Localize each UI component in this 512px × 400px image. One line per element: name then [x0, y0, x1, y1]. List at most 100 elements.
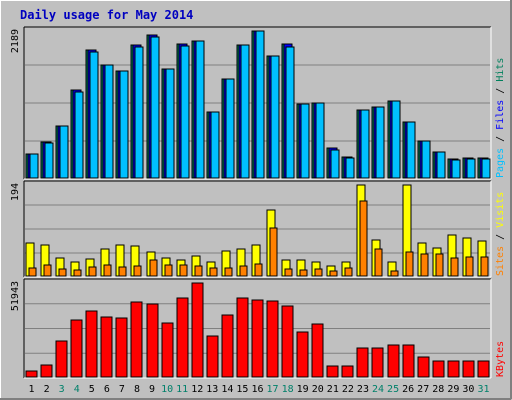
- bar-kbytes-day-24: [371, 347, 384, 378]
- bar-kbytes-day-10: [161, 322, 174, 378]
- chart-title: Daily usage for May 2014: [20, 8, 193, 22]
- panel-1-legend: Sites / Visits: [495, 192, 506, 276]
- bar-kbytes-day-20: [311, 323, 324, 378]
- bar-sites-day-19: [299, 269, 308, 277]
- bar-kbytes-day-16: [251, 299, 264, 378]
- legend-item: /: [495, 82, 506, 100]
- x-tick-label-day-6: 6: [104, 384, 110, 395]
- bar-kbytes-day-17: [266, 300, 279, 378]
- x-tick-label-day-21: 21: [327, 384, 339, 395]
- x-tick-label-day-11: 11: [176, 384, 188, 395]
- bar-kbytes-day-12: [191, 282, 204, 378]
- bar-pages-day-26: [406, 121, 416, 179]
- bar-pages-day-19: [300, 103, 310, 179]
- bar-kbytes-day-31: [477, 360, 490, 378]
- x-tick-label-day-8: 8: [134, 384, 140, 395]
- legend-item: Hits: [495, 58, 506, 82]
- bar-pages-day-3: [59, 125, 69, 179]
- bar-pages-day-22: [345, 157, 355, 179]
- legend-item: Files: [495, 100, 506, 130]
- bar-sites-day-4: [73, 269, 82, 277]
- x-tick-label-day-16: 16: [251, 384, 263, 395]
- bar-sites-day-9: [149, 259, 158, 277]
- x-tick-label-day-20: 20: [312, 384, 324, 395]
- x-tick-label-day-5: 5: [89, 384, 95, 395]
- bar-sites-day-29: [450, 257, 459, 277]
- bar-kbytes-day-19: [296, 331, 309, 378]
- x-tick-label-day-18: 18: [282, 384, 294, 395]
- bar-kbytes-day-26: [402, 344, 415, 378]
- bar-sites-day-1: [28, 267, 37, 277]
- x-tick-label-day-3: 3: [59, 384, 65, 395]
- bar-sites-day-13: [209, 267, 218, 277]
- legend-item: Visits: [495, 192, 506, 228]
- bar-kbytes-day-9: [146, 303, 159, 378]
- bar-kbytes-day-15: [236, 297, 249, 378]
- bar-sites-day-3: [58, 268, 67, 277]
- bar-sites-day-14: [224, 267, 233, 277]
- bar-pages-day-28: [436, 151, 446, 179]
- bar-kbytes-day-29: [447, 360, 460, 378]
- panels-layer: 2189 Pages / Files / Hits 194 Sites / Visit…: [10, 26, 506, 379]
- bar-pages-day-15: [240, 44, 250, 179]
- bar-sites-day-20: [314, 268, 323, 277]
- panel-2-legend: KBytes: [495, 341, 506, 377]
- bar-sites-day-15: [239, 265, 248, 277]
- x-tick-label-day-23: 23: [357, 384, 369, 395]
- bar-sites-day-16: [254, 263, 263, 277]
- legend-item: KBytes: [495, 341, 506, 377]
- bar-sites-day-22: [344, 267, 353, 277]
- panel-1-ymax-label: 194: [10, 183, 21, 201]
- bar-sites-day-17: [269, 227, 278, 277]
- bar-kbytes-day-11: [176, 297, 189, 378]
- bar-sites-day-31: [480, 256, 489, 277]
- bar-sites-day-11: [179, 264, 188, 277]
- bar-pages-day-21: [330, 149, 340, 179]
- x-tick-label-day-14: 14: [221, 384, 233, 395]
- bar-kbytes-day-8: [130, 301, 143, 378]
- bar-sites-day-12: [194, 265, 203, 277]
- bar-pages-day-7: [119, 70, 129, 179]
- bar-kbytes-day-3: [55, 340, 68, 378]
- bar-pages-day-13: [210, 111, 220, 179]
- bar-pages-day-2: [44, 142, 54, 179]
- bar-pages-day-24: [375, 106, 385, 179]
- bar-sites-day-25: [390, 270, 399, 277]
- bar-pages-day-1: [29, 153, 39, 179]
- bar-pages-day-31: [481, 158, 491, 179]
- legend-item: Pages: [495, 148, 506, 178]
- bar-sites-day-24: [374, 248, 383, 277]
- bar-kbytes-day-28: [432, 360, 445, 378]
- x-axis-labels: 1 2 3 4 5 6 7 8 9 10 11 12 13 14 15 16 17 18 19 20 21 22 23 24 2…: [29, 384, 490, 395]
- bar-kbytes-day-22: [341, 365, 354, 378]
- bar-pages-day-18: [285, 46, 295, 179]
- x-tick-label-day-28: 28: [432, 384, 444, 395]
- bar-pages-day-5: [89, 51, 99, 179]
- bar-pages-day-23: [360, 109, 370, 179]
- bar-pages-day-14: [225, 78, 235, 179]
- bar-pages-day-11: [180, 45, 190, 179]
- x-tick-label-day-17: 17: [267, 384, 279, 395]
- x-tick-label-day-22: 22: [342, 384, 354, 395]
- bar-pages-day-10: [165, 68, 175, 179]
- bar-pages-day-25: [391, 100, 401, 179]
- bar-pages-day-29: [451, 159, 461, 179]
- x-tick-label-day-27: 27: [417, 384, 429, 395]
- x-tick-label-day-15: 15: [236, 384, 248, 395]
- x-tick-label-day-13: 13: [206, 384, 218, 395]
- panel-2-ymax-label: 51943: [10, 281, 21, 311]
- bar-pages-day-20: [315, 102, 325, 179]
- bar-sites-day-10: [164, 264, 173, 277]
- panel-0-ymax-label: 2189: [10, 29, 21, 53]
- x-tick-label-day-31: 31: [477, 384, 489, 395]
- bar-sites-day-21: [329, 270, 338, 277]
- bar-kbytes-day-2: [40, 364, 53, 378]
- legend-item: /: [495, 228, 506, 246]
- bar-sites-day-18: [284, 268, 293, 277]
- x-tick-label-day-4: 4: [74, 384, 80, 395]
- x-tick-label-day-9: 9: [149, 384, 155, 395]
- bar-kbytes-day-7: [115, 317, 128, 378]
- x-tick-label-day-2: 2: [44, 384, 50, 395]
- x-tick-label-day-26: 26: [402, 384, 414, 395]
